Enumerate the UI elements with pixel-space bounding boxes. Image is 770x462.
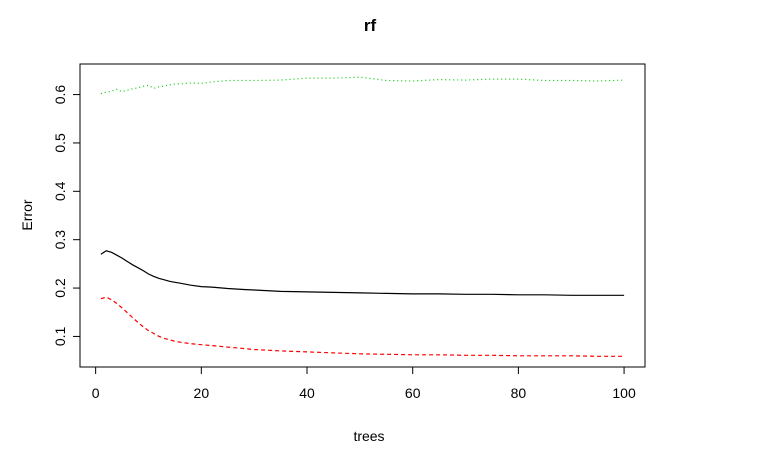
- y-axis-label: Error: [19, 199, 35, 230]
- x-tick-label: 100: [612, 385, 636, 401]
- x-axis-label: trees: [353, 428, 384, 444]
- y-tick-label: 0.6: [52, 85, 68, 105]
- y-tick-label: 0.1: [52, 326, 68, 346]
- x-axis: 0 20 40 60 80 100: [92, 366, 636, 401]
- x-tick-label: 20: [194, 385, 210, 401]
- y-tick-label: 0.4: [52, 181, 68, 201]
- chart-title: rf: [364, 16, 377, 35]
- y-tick-label: 0.2: [52, 278, 68, 298]
- x-tick-label: 40: [299, 385, 315, 401]
- series-line-1: [100, 250, 625, 296]
- y-tick-label: 0.3: [52, 230, 68, 250]
- y-axis: 0.1 0.2 0.3 0.4 0.5 0.6: [52, 85, 81, 346]
- x-tick-label: 80: [511, 385, 527, 401]
- x-tick-label: 0: [92, 385, 100, 401]
- series-line-3: [100, 76, 625, 95]
- y-tick-label: 0.5: [52, 133, 68, 153]
- series-layer: [100, 76, 625, 357]
- plot-frame: [79, 63, 646, 368]
- x-tick-label: 60: [405, 385, 421, 401]
- series-line-2: [100, 296, 625, 357]
